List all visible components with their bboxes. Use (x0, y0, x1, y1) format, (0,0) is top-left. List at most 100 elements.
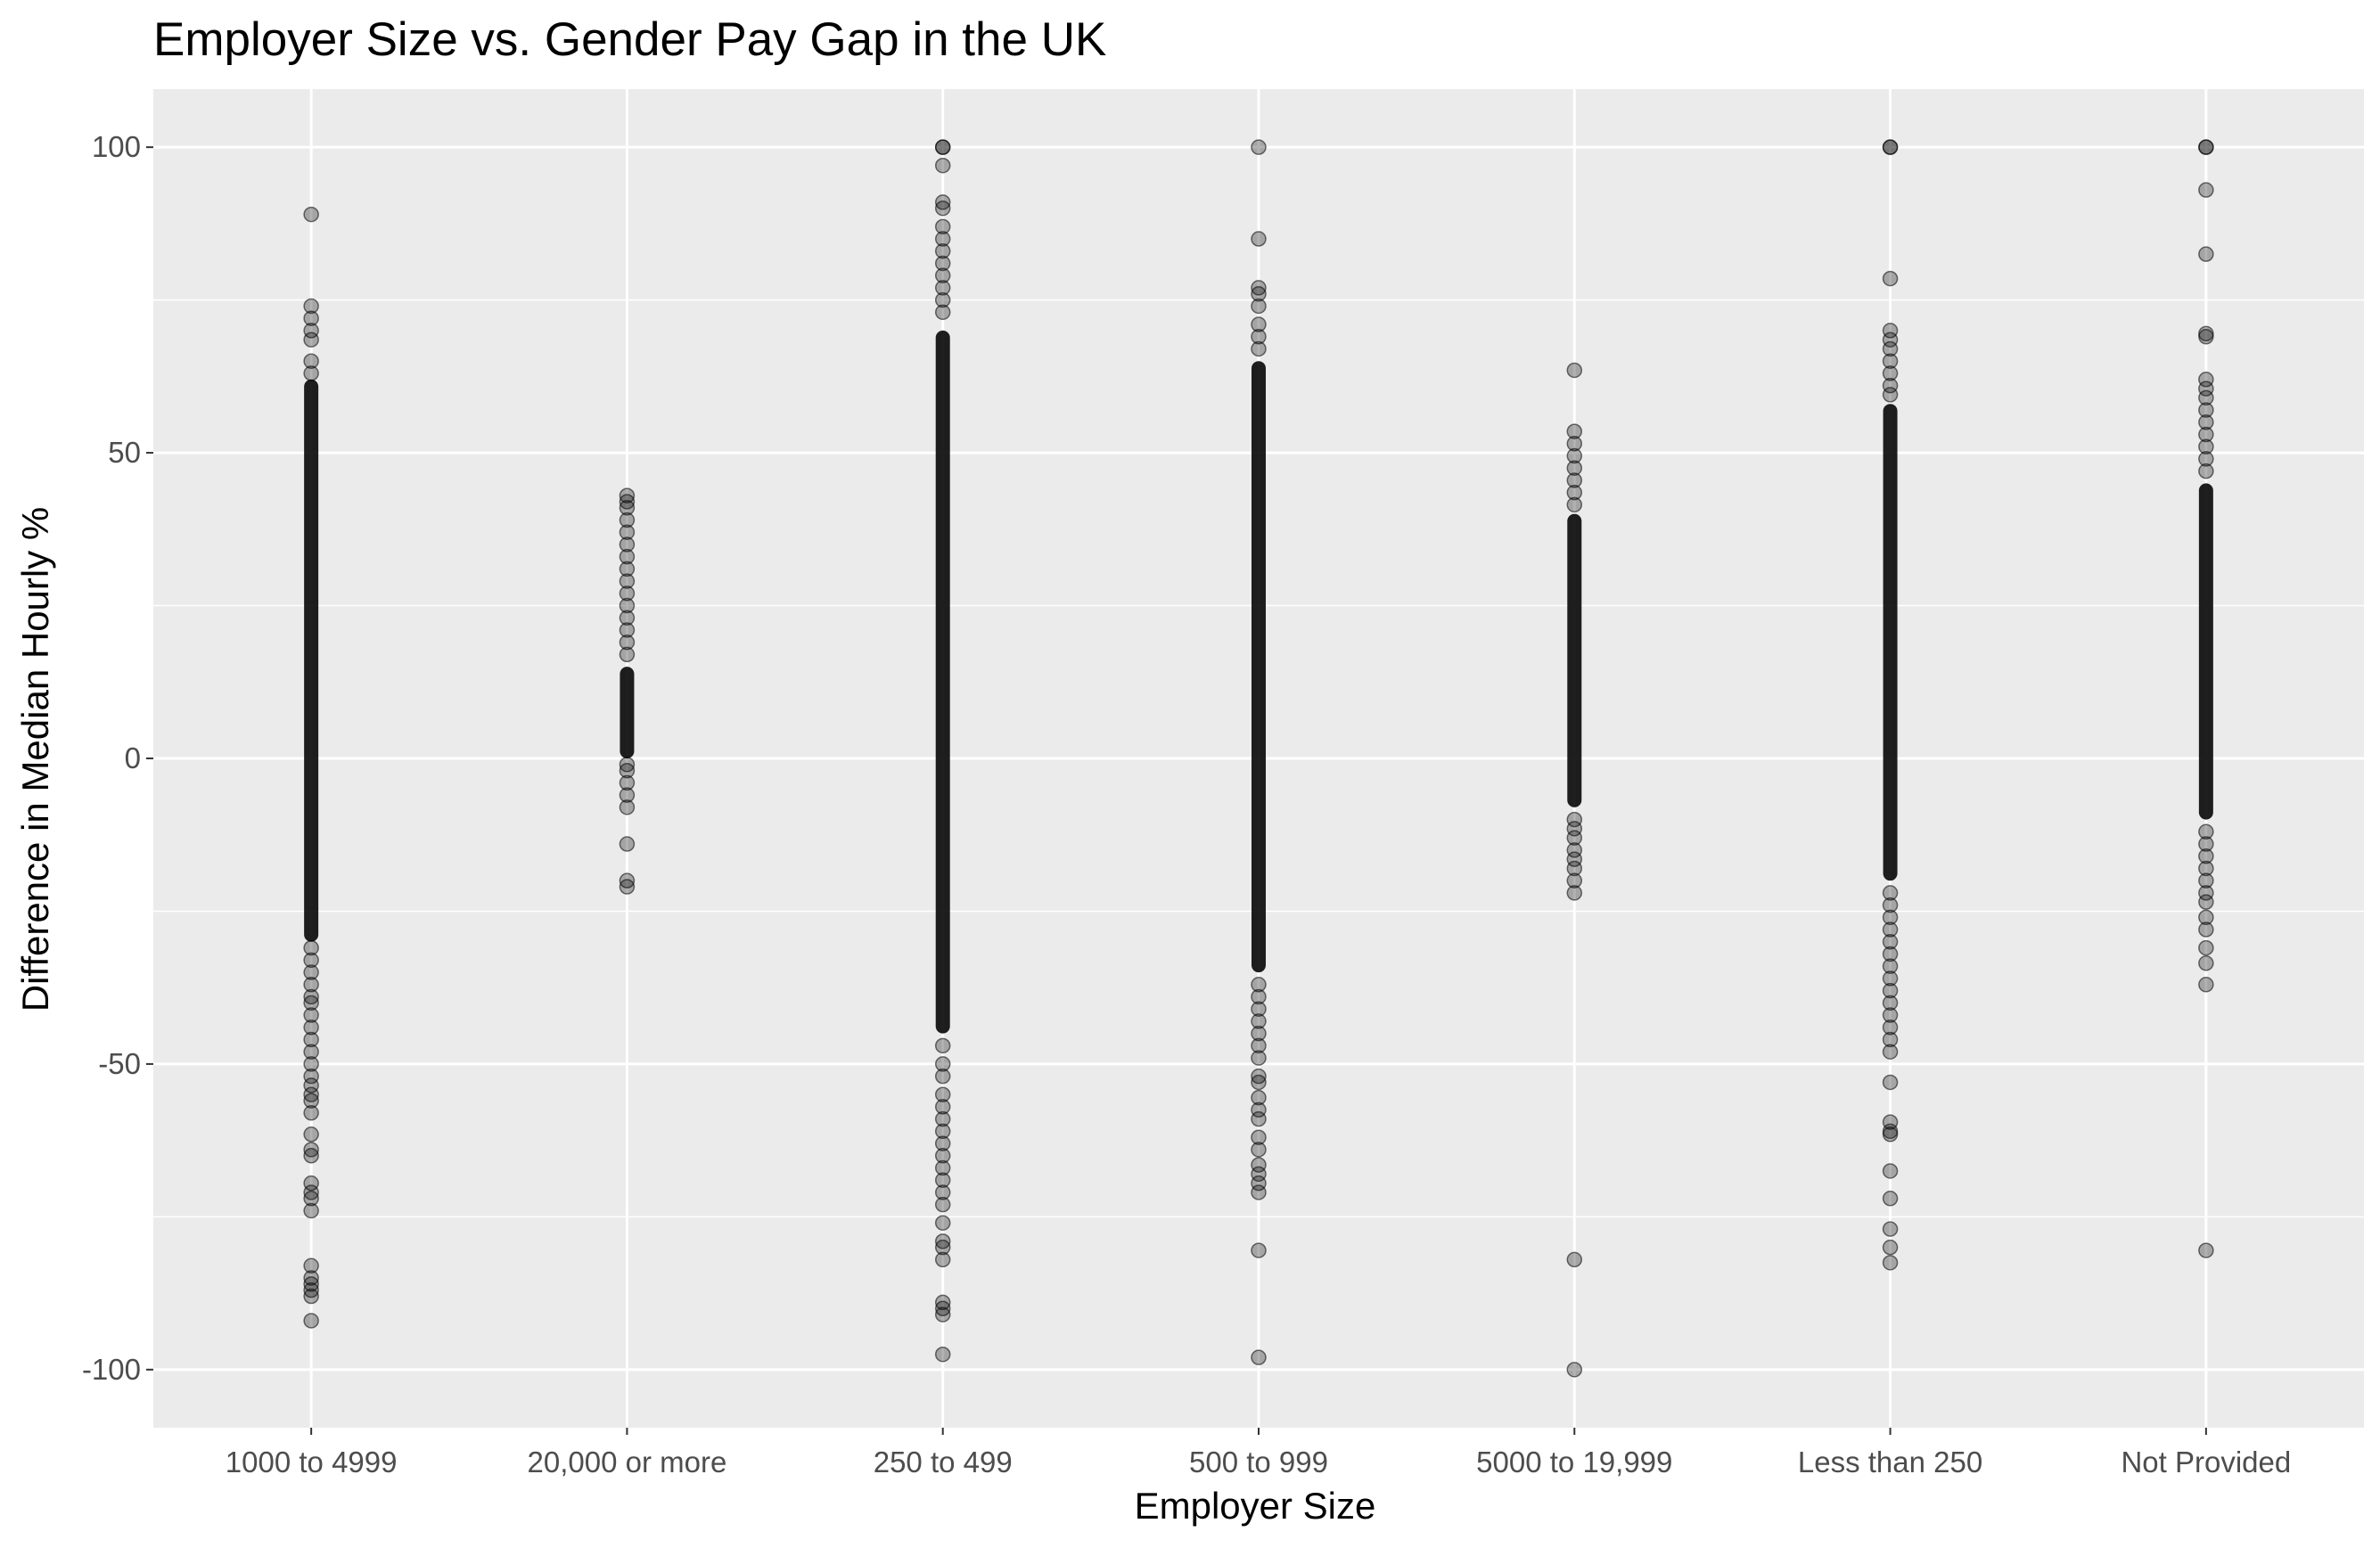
y-axis-ticks: 100 50 0 -50 -100 (82, 130, 153, 1386)
data-point (303, 1184, 319, 1200)
x-tick-label: Not Provided (2121, 1446, 2291, 1478)
data-point (1251, 977, 1267, 993)
data-point (303, 353, 319, 369)
data-point (2198, 872, 2214, 889)
data-point (934, 1056, 951, 1072)
series-points (619, 487, 636, 895)
data-point (619, 561, 636, 577)
data-point (1882, 1044, 1899, 1060)
data-point (1251, 286, 1267, 302)
data-point (1882, 1126, 1899, 1143)
data-point (1882, 340, 1899, 357)
data-point (619, 757, 636, 773)
data-point (619, 622, 636, 638)
data-point (1251, 1349, 1267, 1365)
data-point (1882, 885, 1899, 901)
series-points (934, 139, 951, 1363)
series-points (1251, 139, 1267, 1365)
data-point (303, 1126, 319, 1143)
data-point (2198, 921, 2214, 938)
x-tick-label: 500 to 999 (1189, 1446, 1328, 1478)
data-point (619, 879, 636, 895)
data-point (619, 573, 636, 589)
data-point (1566, 1251, 1583, 1268)
data-point (2198, 139, 2214, 155)
data-point (1882, 270, 1899, 287)
data-point (1882, 1074, 1899, 1091)
data-point (2198, 977, 2214, 993)
data-point (934, 1159, 951, 1176)
data-point (1251, 1089, 1267, 1106)
data-point (1882, 1007, 1899, 1023)
data-point (934, 1086, 951, 1102)
chart-title: Employer Size vs. Gender Pay Gap in the … (153, 13, 1106, 66)
y-tick-label: 0 (125, 741, 141, 774)
data-point (619, 524, 636, 540)
data-point (2198, 1242, 2214, 1258)
data-point (2198, 894, 2214, 910)
data-point (2198, 246, 2214, 262)
data-point (303, 988, 319, 1005)
data-point (1566, 472, 1583, 488)
data-point (934, 1123, 951, 1140)
data-point (303, 1007, 319, 1023)
data-point (934, 157, 951, 174)
data-point (619, 836, 636, 852)
y-tick-label: 100 (92, 130, 141, 163)
data-point (1566, 860, 1583, 877)
data-point (1882, 1255, 1899, 1271)
data-point (303, 332, 319, 348)
dense-point-cluster (1252, 361, 1266, 973)
data-point (303, 1093, 319, 1109)
data-point (1882, 1239, 1899, 1256)
data-point (303, 298, 319, 315)
data-point (934, 304, 951, 321)
data-point (1251, 231, 1267, 247)
x-tick-label: 5000 to 19,999 (1476, 1446, 1672, 1478)
data-point (1251, 329, 1267, 345)
data-point (303, 1020, 319, 1036)
data-point (934, 1196, 951, 1213)
y-axis-title: Difference in Median Hourly % (14, 507, 56, 1012)
data-point (1251, 280, 1267, 296)
data-point (1251, 1001, 1267, 1017)
series-points (303, 206, 319, 1329)
data-point (934, 1306, 951, 1323)
data-point (303, 1202, 319, 1219)
data-point (2198, 955, 2214, 971)
data-point (934, 1251, 951, 1268)
data-point (619, 799, 636, 815)
data-point (1251, 1184, 1267, 1200)
data-point (934, 1346, 951, 1363)
data-point (1566, 362, 1583, 379)
data-point (2198, 463, 2214, 479)
data-point (2198, 389, 2214, 406)
data-point (619, 548, 636, 565)
data-point (1566, 447, 1583, 464)
data-point (1882, 897, 1899, 913)
data-point (1566, 484, 1583, 501)
data-point (303, 1086, 319, 1102)
data-point (619, 597, 636, 614)
data-point (934, 1294, 951, 1311)
data-point (619, 586, 636, 602)
data-point (1566, 885, 1583, 901)
data-point (934, 1148, 951, 1164)
data-point (934, 255, 951, 272)
data-point (934, 200, 951, 217)
dense-point-cluster (620, 667, 635, 758)
data-point (303, 310, 319, 326)
data-point (619, 500, 636, 516)
data-point (619, 610, 636, 627)
dense-point-cluster (1883, 404, 1898, 881)
dense-point-cluster (304, 379, 319, 942)
data-point (303, 1105, 319, 1121)
data-point (619, 487, 636, 504)
data-point (934, 1215, 951, 1231)
data-point (1251, 316, 1267, 332)
x-tick-label: 250 to 499 (874, 1446, 1013, 1478)
data-point (2198, 414, 2214, 430)
data-point (1566, 830, 1583, 846)
data-point (934, 1099, 951, 1115)
data-point (2198, 939, 2214, 956)
